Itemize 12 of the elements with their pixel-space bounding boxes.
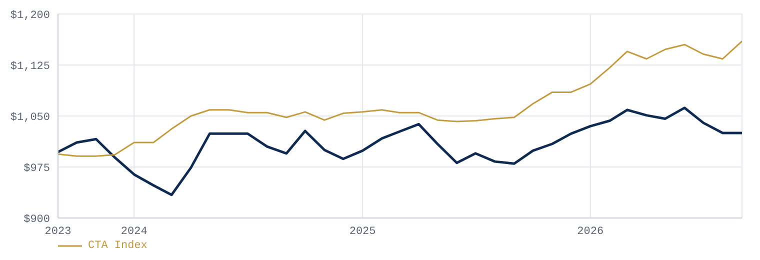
line-series [58,40,742,157]
line-series [58,106,742,196]
y-tick-label: $1,200 [10,10,50,22]
legend-label: CTA Index [88,240,148,252]
y-tick-label: $900 [24,214,50,226]
y-tick-label: $1,050 [10,112,50,124]
y-tick-label: $1,125 [10,60,50,73]
x-tick-label: 2024 [120,226,148,238]
x-tick-label: 2026 [577,226,604,238]
y-tick-label: $975 [24,162,50,175]
x-tick-label: 2025 [349,226,376,238]
x-tick-label: 2023 [44,226,72,238]
